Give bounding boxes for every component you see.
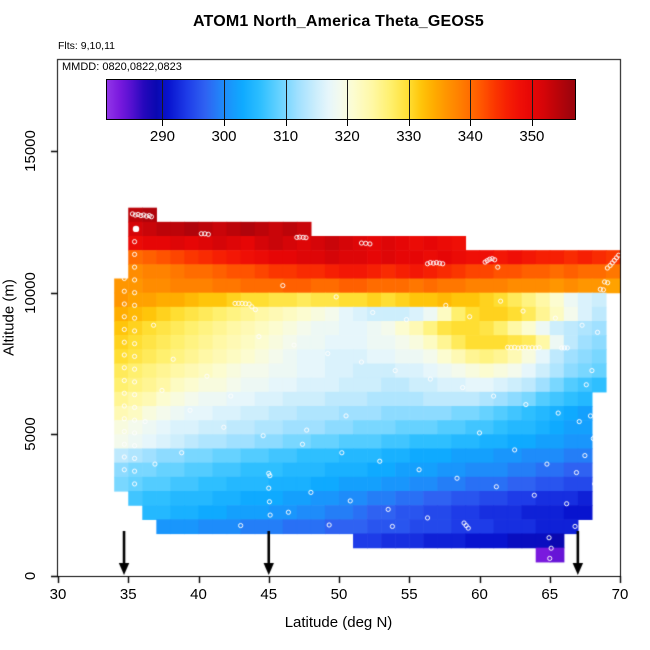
colorbar-tick-label: 350 bbox=[519, 128, 545, 145]
x-tick-label: 55 bbox=[400, 586, 418, 603]
colorbar-tick bbox=[162, 120, 164, 126]
x-tick-label: 30 bbox=[49, 586, 67, 603]
x-tick-label: 65 bbox=[541, 586, 559, 603]
x-tick-label: 45 bbox=[260, 586, 278, 603]
y-tick-label: 5000 bbox=[22, 417, 39, 452]
colorbar-tick-label: 300 bbox=[211, 128, 237, 145]
colorbar-tick bbox=[470, 120, 472, 126]
x-tick-label: 35 bbox=[119, 586, 137, 603]
colorbar-divider bbox=[285, 80, 287, 119]
x-axis-label: Latitude (deg N) bbox=[284, 614, 393, 631]
colorbar-tick-label: 330 bbox=[396, 128, 422, 145]
colorbar-divider bbox=[162, 80, 164, 119]
colorbar-divider bbox=[224, 80, 225, 119]
x-tick-label: 50 bbox=[330, 586, 348, 603]
colorbar-tick bbox=[347, 120, 349, 126]
colorbar-tick-label: 310 bbox=[273, 128, 299, 145]
y-tick-label: 0 bbox=[22, 571, 39, 581]
colorbar-tick bbox=[408, 120, 410, 126]
x-tick-label: 60 bbox=[471, 586, 488, 603]
date-annotation: MMDD: 0820,0822,0823 bbox=[62, 61, 182, 73]
colorbar-tick-label: 290 bbox=[149, 128, 175, 145]
colorbar-divider bbox=[347, 80, 349, 119]
colorbar-divider bbox=[531, 80, 533, 119]
x-tick-label: 70 bbox=[611, 586, 629, 603]
colorbar-divider bbox=[470, 80, 472, 119]
x-tick-label: 40 bbox=[190, 586, 207, 603]
colorbar-tick bbox=[224, 120, 225, 126]
colorbar-divider bbox=[408, 80, 410, 119]
colorbar-tick-label: 320 bbox=[334, 128, 360, 145]
colorbar-tick bbox=[285, 120, 287, 126]
colorbar-tick bbox=[531, 120, 533, 126]
y-tick-label: 10000 bbox=[22, 271, 39, 314]
colorbar: 290 300 310 320 330 340 350 bbox=[106, 79, 576, 145]
colorbar-tick-label: 340 bbox=[457, 128, 483, 145]
y-axis-label: Altitude (m) bbox=[0, 279, 18, 356]
y-tick-label: 15000 bbox=[22, 130, 39, 172]
